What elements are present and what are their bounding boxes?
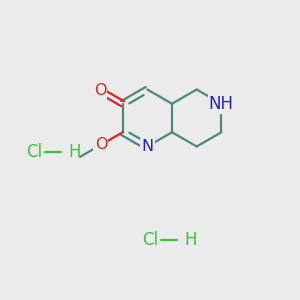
- Text: H: H: [68, 143, 80, 161]
- Text: N: N: [141, 139, 153, 154]
- Text: Cl: Cl: [26, 143, 42, 161]
- Text: Cl: Cl: [142, 231, 158, 249]
- Text: NH: NH: [209, 95, 234, 113]
- Text: H: H: [184, 231, 197, 249]
- Text: O: O: [95, 137, 107, 152]
- Text: O: O: [94, 83, 106, 98]
